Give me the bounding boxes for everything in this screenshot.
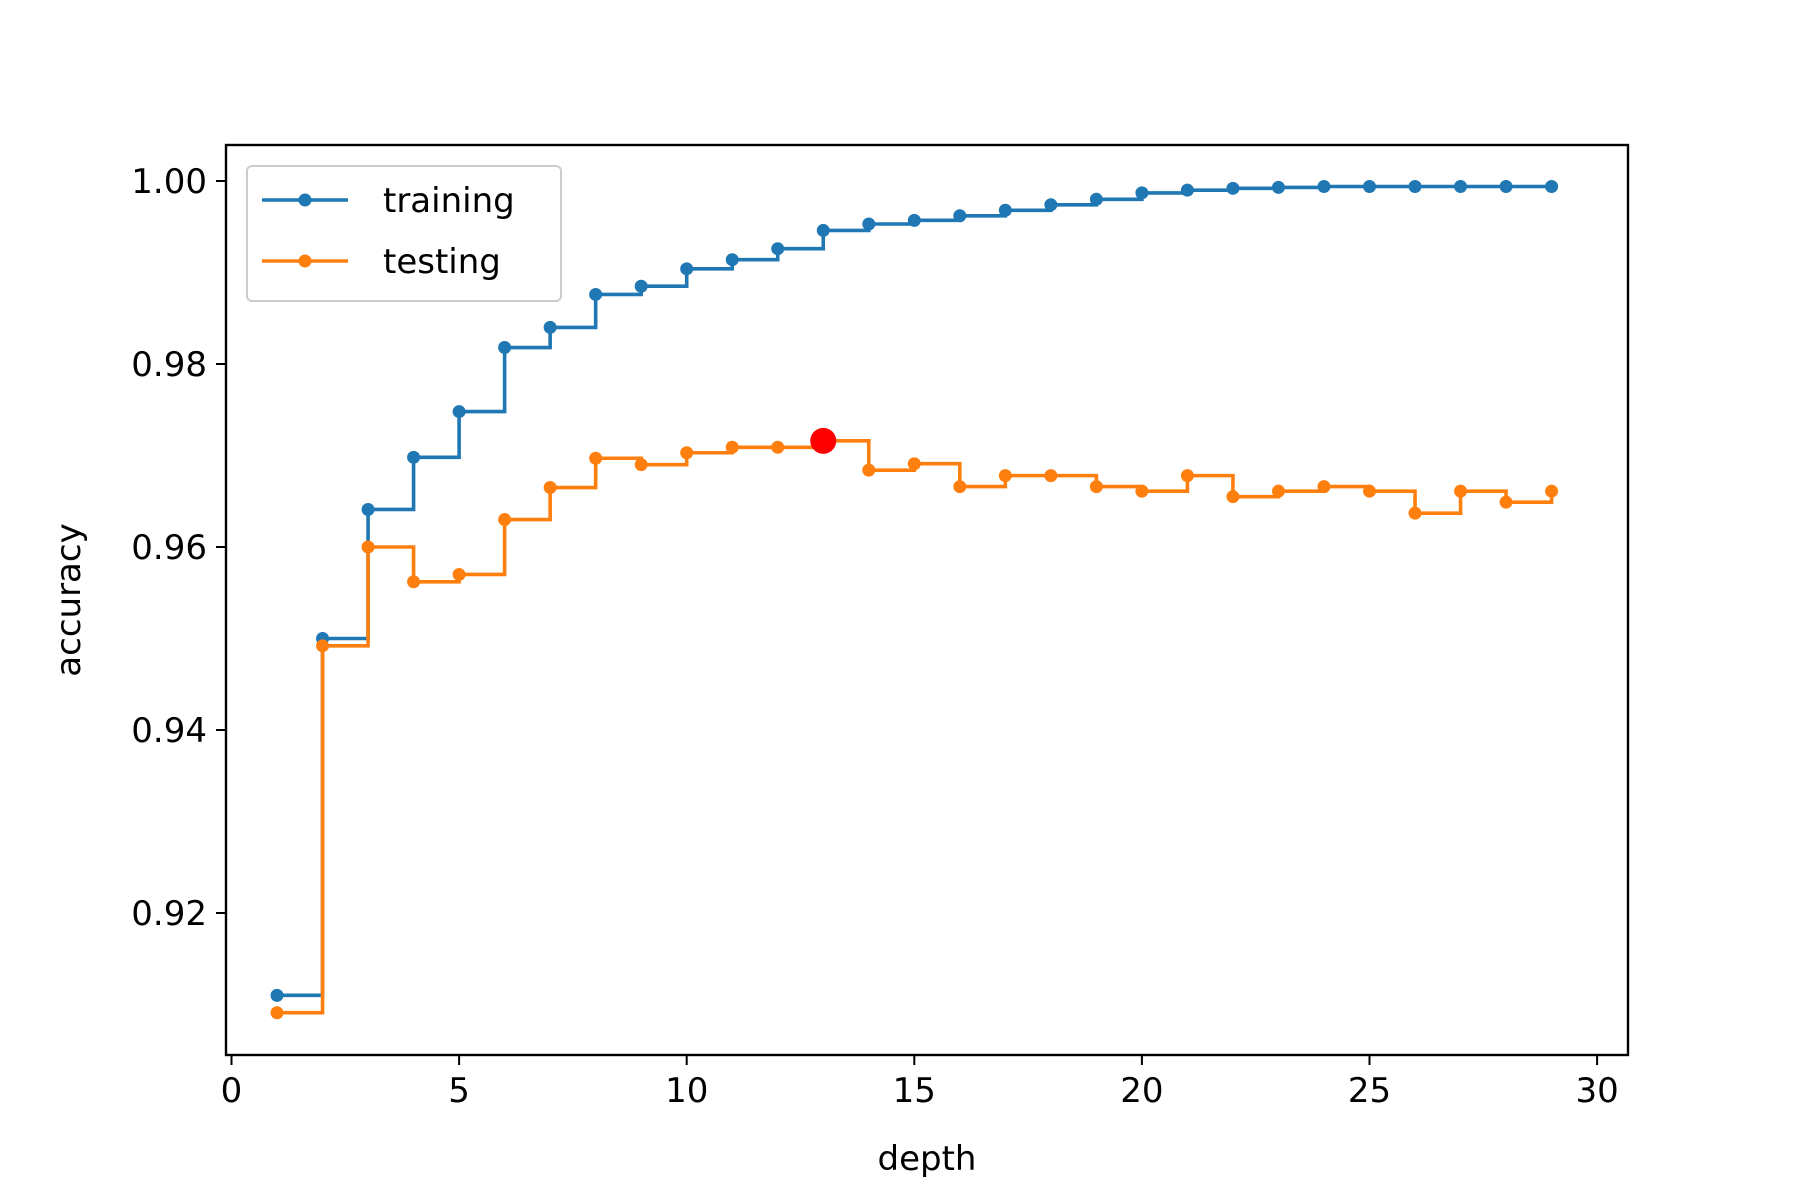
legend-marker-testing (298, 254, 312, 268)
series-line-training (277, 184, 1552, 998)
series-line-testing (277, 439, 1554, 1015)
data-point-training (1135, 186, 1149, 200)
x-axis-title: depth (878, 1139, 977, 1179)
data-point-testing (1044, 469, 1058, 483)
data-point-testing (771, 440, 785, 454)
data-point-testing (1089, 480, 1103, 494)
data-point-testing (498, 513, 512, 527)
y-tick-label: 0.98 (131, 345, 207, 385)
data-point-training (1180, 183, 1194, 197)
data-point-training (589, 287, 603, 301)
data-point-training (1089, 192, 1103, 206)
y-tick-label: 0.94 (131, 711, 207, 751)
data-point-training (907, 213, 921, 227)
plot-frame (224, 143, 1630, 1057)
data-point-training (1363, 179, 1376, 193)
data-point-training (1044, 198, 1058, 212)
data-point-testing (862, 463, 876, 477)
data-point-testing (1271, 484, 1285, 498)
data-point-testing (1317, 480, 1331, 494)
x-tick-label: 0 (221, 1071, 243, 1111)
data-point-testing (1499, 495, 1513, 509)
data-point-testing (998, 469, 1012, 483)
data-point-training (1499, 179, 1513, 193)
legend-label-testing: testing (383, 242, 501, 282)
data-point-testing (361, 540, 375, 554)
legend-marker-training (298, 193, 312, 207)
data-point-testing (452, 567, 466, 581)
data-point-testing (316, 639, 330, 653)
data-point-training (634, 279, 648, 293)
series-layer (270, 179, 1559, 1020)
data-point-training (816, 223, 830, 237)
data-point-training (1226, 181, 1240, 195)
best-depth-marker (810, 427, 837, 454)
data-point-training (725, 253, 739, 267)
data-point-testing (407, 575, 421, 589)
x-tick-label: 20 (1120, 1071, 1163, 1111)
data-point-training (543, 320, 557, 334)
data-point-testing (907, 457, 921, 471)
data-point-training (1317, 179, 1331, 193)
data-point-training (498, 341, 512, 355)
x-tick-label: 25 (1348, 1071, 1391, 1111)
data-point-training (361, 502, 375, 516)
data-point-training (680, 262, 694, 276)
legend-label-training: training (383, 181, 515, 221)
data-point-testing (1545, 484, 1559, 498)
data-point-training (270, 988, 284, 1002)
data-point-testing (1180, 469, 1194, 483)
data-point-training (1454, 179, 1468, 193)
y-tick-label: 1.00 (131, 162, 207, 202)
data-point-training (452, 405, 466, 419)
y-tick-label: 0.96 (131, 528, 207, 568)
x-tick-label: 15 (893, 1071, 936, 1111)
x-tick-label: 10 (665, 1071, 708, 1111)
data-point-testing (1454, 484, 1468, 498)
data-point-training (862, 217, 876, 231)
legend: training testing (246, 165, 562, 302)
data-point-training (771, 242, 785, 256)
data-point-testing (1363, 484, 1376, 498)
data-point-training (998, 203, 1012, 217)
data-point-testing (953, 480, 967, 494)
data-point-testing (270, 1006, 284, 1020)
data-point-testing (543, 481, 557, 495)
data-point-testing (634, 458, 648, 472)
y-tick-label: 0.92 (131, 894, 207, 934)
data-point-testing (1408, 506, 1422, 520)
ticks-layer: 0 5 10 15 20 25 30 0.92 0.94 0.96 0.98 1.00 (131, 162, 1618, 1111)
data-point-testing (725, 440, 739, 454)
x-tick-label: 30 (1575, 1071, 1618, 1111)
data-point-training (1271, 180, 1285, 194)
data-point-testing (1226, 490, 1240, 504)
data-point-training (407, 450, 421, 464)
data-point-training (953, 209, 967, 223)
data-point-testing (589, 451, 603, 465)
y-axis-title: accuracy (49, 523, 89, 676)
x-tick-label: 5 (448, 1071, 470, 1111)
data-point-training (1545, 179, 1559, 193)
data-point-testing (1135, 484, 1149, 498)
data-point-testing (680, 446, 694, 460)
data-point-training (1408, 179, 1422, 193)
